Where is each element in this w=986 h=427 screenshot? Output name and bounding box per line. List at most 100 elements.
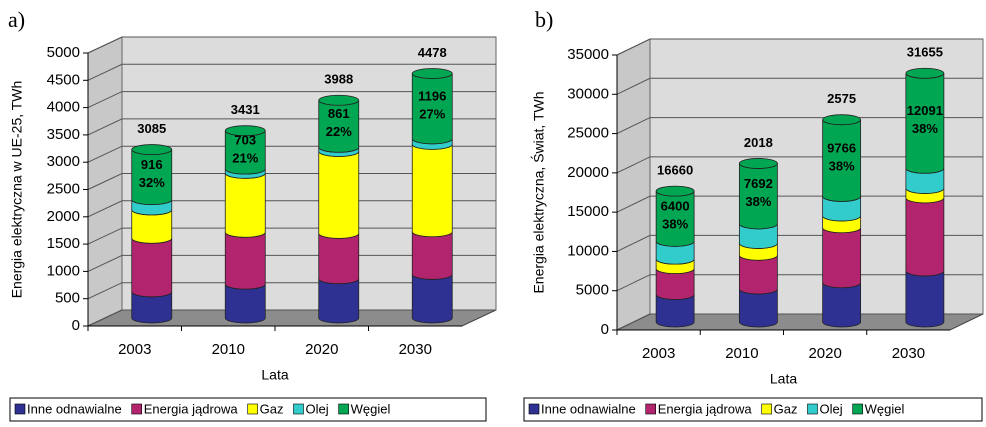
bar-segment [318, 278, 360, 324]
y-tick-label: 2000 [47, 208, 80, 225]
grid-line [87, 227, 496, 245]
grid-line [87, 309, 496, 327]
total-label: 2018 [744, 135, 773, 150]
grid-line [616, 77, 983, 95]
y-tick-label: 3000 [47, 153, 80, 170]
bar-top [131, 144, 173, 155]
total-label: 2575 [827, 91, 856, 106]
y-tick-label: 35000 [567, 46, 609, 63]
data-label: 12091 [907, 103, 943, 118]
bar-segment [411, 274, 453, 324]
x-tick-label: 2010 [725, 345, 758, 362]
bar-segment [822, 227, 862, 289]
bar-top [318, 94, 360, 106]
bar-top [822, 114, 862, 126]
legend-label: Gaz [774, 401, 798, 416]
x-tick-label: 2010 [212, 341, 245, 358]
grid-line [616, 156, 983, 174]
x-tick-label: 2030 [399, 341, 432, 358]
x-tick-label: 2020 [808, 345, 841, 362]
panel-label: b) [535, 7, 553, 32]
legend-swatch [293, 403, 304, 415]
legend-swatch [761, 403, 772, 415]
bar-segment [738, 288, 778, 328]
grid-line [616, 195, 983, 213]
grid-line [616, 274, 983, 292]
bar-top [411, 68, 453, 79]
data-label: 9766 [827, 140, 856, 155]
y-tick-label: 20000 [567, 164, 609, 181]
y-tick-label: 1000 [47, 262, 80, 279]
legend-swatch [807, 403, 818, 415]
legend-swatch [247, 403, 258, 415]
legend-label: Inne odnawialne [27, 401, 122, 416]
y-tick-label: 10000 [567, 242, 609, 259]
x-tick-label: 2003 [118, 341, 151, 358]
legend-label: Węgiel [351, 401, 391, 416]
share-label: 21% [232, 150, 258, 165]
x-tick-label: 2030 [892, 345, 925, 362]
bar-segment [822, 282, 862, 328]
y-tick-label: 3500 [47, 126, 80, 143]
legend-swatch [645, 403, 657, 415]
y-tick-label: 5000 [47, 44, 80, 61]
bar-top [905, 67, 945, 79]
grid-line [616, 117, 983, 135]
total-label: 16660 [657, 163, 693, 178]
bar-segment [224, 232, 266, 290]
y-tick-label: 2500 [47, 180, 80, 197]
x-tick-label: 2020 [305, 341, 338, 358]
grid-line [87, 254, 496, 272]
y-tick-label: 500 [55, 290, 80, 307]
legend-swatch [528, 403, 540, 415]
legend-label: Energia jądrowa [144, 401, 239, 416]
x-axis-title: Lata [261, 367, 288, 383]
bar-top [224, 125, 266, 137]
grid-line [87, 200, 496, 218]
bar-segment [318, 151, 360, 239]
total-label: 3431 [231, 102, 260, 117]
grid-line [87, 145, 496, 163]
legend-label: Inne odnawialne [541, 401, 636, 416]
legend-swatch [14, 403, 26, 415]
bar-segment [411, 231, 453, 280]
grid-line [87, 173, 496, 190]
y-tick-label: 0 [601, 321, 609, 338]
grid-line [87, 63, 496, 81]
bar-segment [905, 197, 945, 277]
x-tick-label: 2003 [642, 345, 675, 362]
bar-top [655, 185, 695, 197]
bar-segment [224, 173, 266, 238]
share-label: 22% [326, 124, 352, 139]
legend-swatch [131, 403, 143, 415]
legend-label: Węgiel [865, 401, 905, 416]
bar-top [738, 158, 778, 169]
x-axis-title: Lata [770, 371, 797, 387]
share-label: 32% [139, 175, 165, 190]
data-label: 1196 [418, 89, 446, 104]
legend-box [523, 397, 983, 422]
total-label: 31655 [907, 45, 943, 60]
grid-line [87, 282, 496, 300]
grid-line [87, 118, 496, 136]
legend-label: Olej [306, 401, 329, 416]
total-label: 3085 [137, 121, 166, 136]
legend-label: Olej [820, 401, 843, 416]
bar-segment [738, 255, 778, 295]
y-tick-label: 0 [72, 317, 80, 334]
y-tick-label: 1500 [47, 235, 80, 252]
legend-swatch [338, 403, 349, 415]
y-tick-label: 4500 [47, 71, 80, 88]
total-label: 4478 [418, 45, 447, 60]
bar-segment [131, 238, 173, 298]
legend-label: Energia jądrowa [658, 401, 753, 416]
share-label: 38% [912, 121, 938, 136]
bar-segment [224, 284, 266, 324]
y-tick-label: 5000 [576, 282, 609, 299]
bar-segment [905, 270, 945, 328]
side-wall [616, 38, 651, 331]
y-tick-label: 15000 [567, 203, 609, 220]
y-tick-label: 30000 [567, 85, 609, 102]
data-label: 7692 [744, 176, 773, 191]
